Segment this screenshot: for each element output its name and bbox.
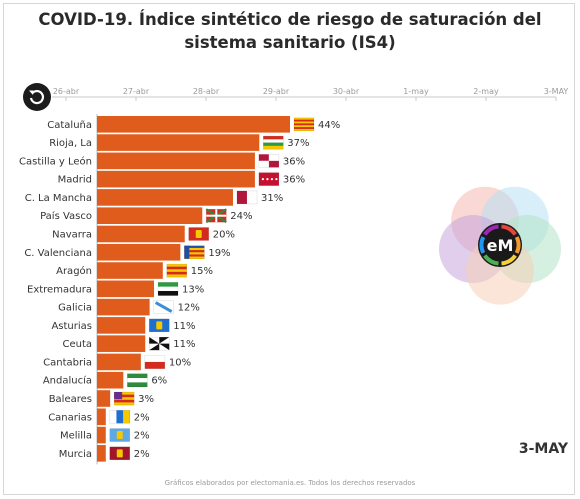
replay-button[interactable] (23, 83, 51, 111)
category-label: Ceuta (62, 339, 92, 350)
category-label: Castilla y León (19, 155, 92, 167)
bar (97, 207, 203, 224)
value-label: 31% (261, 193, 283, 204)
replay-icon (29, 90, 45, 105)
bar (97, 170, 255, 188)
value-label: 20% (213, 229, 235, 240)
value-label: 11% (173, 339, 195, 350)
category-label: Madrid (58, 175, 92, 186)
category-label: Cataluña (47, 120, 92, 131)
flag-galicia-icon (153, 300, 174, 314)
value-label: 24% (230, 211, 252, 222)
category-label: Baleares (49, 394, 92, 405)
flag-ceuta-icon (149, 336, 170, 351)
value-label: 2% (134, 412, 150, 423)
category-label: Extremadura (27, 284, 92, 295)
bar (97, 152, 255, 170)
timeline-tick-label: 27-abr (123, 87, 150, 96)
category-label: Aragón (56, 265, 92, 277)
category-label: Cantabria (43, 357, 92, 368)
value-label: 6% (151, 376, 167, 387)
timeline-tick-label: 2-may (473, 87, 499, 96)
value-label: 19% (208, 248, 230, 259)
flag-canarias-icon (109, 410, 131, 424)
value-label: 44% (318, 120, 340, 131)
category-label: Melilla (60, 431, 92, 442)
credit-text: Gráficos elaborados por electomania.es. … (164, 479, 416, 487)
value-label: 12% (178, 303, 200, 314)
category-label: C. La Mancha (25, 193, 92, 204)
flag-valenciana-icon (184, 245, 205, 260)
flag-extremadura-icon (157, 282, 179, 296)
flag-rioja-icon (263, 135, 284, 150)
category-label: Canarias (48, 412, 92, 423)
flag-cantabria-icon (144, 355, 166, 369)
current-date-label: 3-MAY (518, 441, 568, 457)
flag-madrid-icon (258, 172, 280, 186)
bar (97, 262, 163, 279)
bar (97, 116, 290, 133)
category-label: Rioja, La (49, 138, 92, 149)
bar (97, 371, 124, 389)
value-label: 36% (283, 156, 305, 167)
flag-castilla-leon-icon (258, 154, 280, 168)
category-label: Navarra (52, 229, 92, 240)
bar (97, 243, 181, 261)
bar (97, 225, 185, 243)
value-label: 15% (191, 266, 213, 277)
category-label: Murcia (59, 449, 92, 460)
bar (97, 280, 155, 298)
value-label: 11% (173, 321, 195, 332)
flag-castilla-la-mancha-icon (236, 190, 258, 205)
bar (97, 335, 146, 352)
category-label: Asturias (51, 321, 92, 332)
category-label: Galicia (58, 303, 92, 314)
flag-pais-vasco-icon (205, 208, 227, 224)
timeline-tick-label: 3-MAY (544, 87, 569, 96)
bar (97, 189, 233, 206)
bar (97, 445, 106, 462)
flag-baleares-icon (113, 391, 135, 406)
category-label: C. Valenciana (24, 248, 92, 259)
flag-navarra-icon (188, 227, 209, 241)
value-label: 2% (134, 449, 150, 460)
chart-frame (3, 3, 575, 495)
bar (97, 408, 106, 426)
timeline-tick-label: 26-abr (53, 87, 80, 96)
value-label: 2% (134, 431, 150, 442)
flag-asturias-icon (149, 318, 170, 333)
bar (97, 353, 141, 371)
value-label: 3% (138, 394, 154, 405)
timeline-tick-label: 1-may (403, 87, 429, 96)
value-label: 37% (287, 138, 309, 149)
bar (97, 298, 150, 316)
bar (97, 426, 106, 444)
category-label: País Vasco (40, 210, 92, 222)
timeline-tick-label: 29-abr (263, 87, 290, 96)
value-label: 13% (182, 284, 204, 295)
chart-title: COVID-19. Índice sintético de riesgo de … (38, 10, 542, 52)
flag-andalucia-icon (127, 373, 148, 388)
bar (97, 317, 146, 334)
category-label: Andalucía (43, 375, 92, 387)
timeline: 26-abr 27-abr 28-abr 29-abr 30-abr 1-may 2-may… (52, 87, 568, 101)
value-label: 36% (283, 175, 305, 186)
bar (97, 134, 260, 151)
bar (97, 390, 111, 407)
value-label: 10% (169, 357, 191, 368)
flag-murcia-icon (109, 446, 131, 461)
logo-text: eM (487, 236, 514, 255)
electomania-logo: eM (439, 186, 561, 305)
flag-cataluna-icon (293, 117, 315, 132)
flag-melilla-icon (109, 428, 131, 442)
bars: Cataluña 44% Rioja, La 37% Castilla y León 36… (19, 114, 340, 465)
flag-aragon-icon (166, 263, 188, 278)
timeline-tick-label: 28-abr (193, 87, 220, 96)
timeline-tick-label: 30-abr (333, 87, 360, 96)
